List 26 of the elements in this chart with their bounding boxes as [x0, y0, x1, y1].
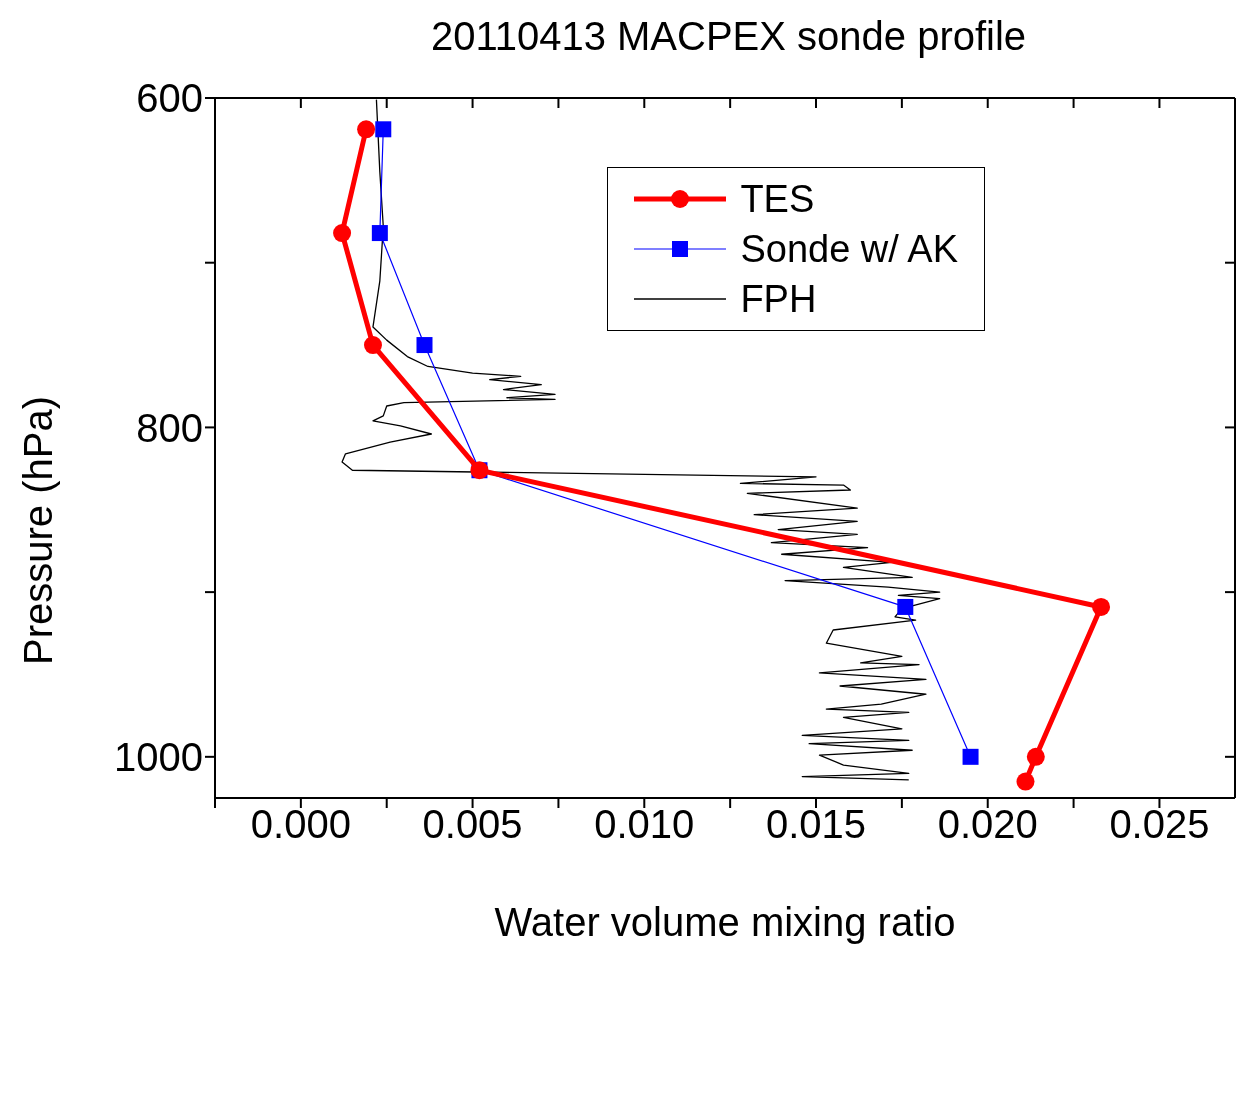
point — [371, 225, 388, 242]
x-tick-label: 0.015 — [765, 802, 867, 847]
x-tick-label: 0.010 — [594, 802, 695, 847]
point — [363, 336, 382, 355]
y-tick-label: 800 — [136, 405, 203, 450]
x-tick-label: 0.025 — [1109, 802, 1210, 847]
point — [333, 224, 352, 243]
point — [1092, 597, 1111, 616]
point — [1026, 747, 1045, 766]
y-tick-label: 600 — [136, 76, 203, 121]
y-axis-title: Pressure (hPa) — [15, 395, 61, 665]
point — [416, 337, 433, 354]
point — [1016, 772, 1035, 791]
legend-label: Sonde w/ AK — [740, 227, 958, 271]
point — [962, 748, 979, 765]
x-tick-label: 0.020 — [937, 802, 1038, 847]
x-tick-label: 0.005 — [422, 802, 523, 847]
point — [375, 121, 392, 138]
x-axis-title: Water volume mixing ratio — [494, 900, 956, 944]
legend-label: TES — [740, 177, 815, 221]
chart-title: 20110413 MACPEX sonde profile — [429, 13, 1028, 60]
x-tick-label: 0.000 — [250, 802, 351, 847]
point — [357, 120, 376, 139]
y-tick-label: 1000 — [114, 735, 203, 780]
legend-label: FPH — [740, 277, 817, 321]
point — [897, 598, 914, 615]
